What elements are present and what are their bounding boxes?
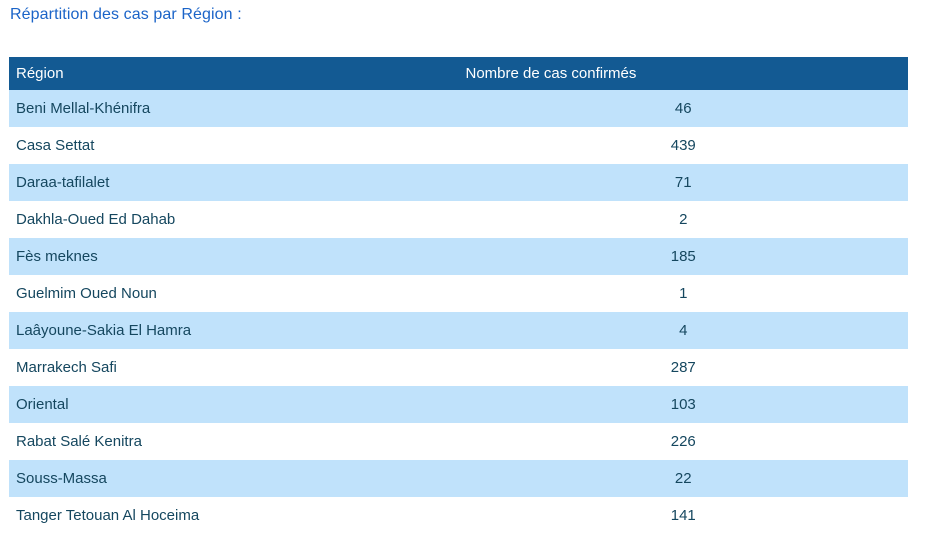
region-cell: Souss-Massa xyxy=(9,460,459,497)
cases-cell: 103 xyxy=(458,386,908,423)
table-row: Casa Settat 439 xyxy=(9,127,908,164)
cases-cell: 2 xyxy=(458,201,908,238)
table-row: Guelmim Oued Noun 1 xyxy=(9,275,908,312)
cases-cell: 185 xyxy=(458,238,908,275)
cases-cell: 4 xyxy=(458,312,908,349)
region-cell: Casa Settat xyxy=(9,127,459,164)
table-row: Rabat Salé Kenitra 226 xyxy=(9,423,908,460)
table-row: Oriental 103 xyxy=(9,386,908,423)
table-row: Laâyoune-Sakia El Hamra 4 xyxy=(9,312,908,349)
cases-cell: 439 xyxy=(458,127,908,164)
cases-cell: 1 xyxy=(458,275,908,312)
table-row: Marrakech Safi 287 xyxy=(9,349,908,386)
region-cell: Daraa-tafilalet xyxy=(9,164,459,201)
region-cell: Marrakech Safi xyxy=(9,349,459,386)
cases-cell: 287 xyxy=(458,349,908,386)
region-cell: Rabat Salé Kenitra xyxy=(9,423,459,460)
region-cell: Fès meknes xyxy=(9,238,459,275)
table-row: Fès meknes 185 xyxy=(9,238,908,275)
table-header-row: Région Nombre de cas confirmés xyxy=(9,57,908,90)
column-header-region: Région xyxy=(9,57,459,90)
region-cell: Guelmim Oued Noun xyxy=(9,275,459,312)
cases-cell: 22 xyxy=(458,460,908,497)
region-cell: Laâyoune-Sakia El Hamra xyxy=(9,312,459,349)
region-cell: Beni Mellal-Khénifra xyxy=(9,90,459,127)
column-header-cases: Nombre de cas confirmés xyxy=(458,57,908,90)
region-cell: Dakhla-Oued Ed Dahab xyxy=(9,201,459,238)
table-row: Tanger Tetouan Al Hoceima 141 xyxy=(9,497,908,534)
table-row: Souss-Massa 22 xyxy=(9,460,908,497)
region-cell: Tanger Tetouan Al Hoceima xyxy=(9,497,459,534)
table-row: Daraa-tafilalet 71 xyxy=(9,164,908,201)
cases-cell: 46 xyxy=(458,90,908,127)
cases-cell: 71 xyxy=(458,164,908,201)
cases-cell: 226 xyxy=(458,423,908,460)
table-row: Beni Mellal-Khénifra 46 xyxy=(9,90,908,127)
region-cell: Oriental xyxy=(9,386,459,423)
cases-by-region-table: Région Nombre de cas confirmés Beni Mell… xyxy=(9,57,908,534)
table-row: Dakhla-Oued Ed Dahab 2 xyxy=(9,201,908,238)
page-title: Répartition des cas par Région : xyxy=(10,6,242,23)
cases-cell: 141 xyxy=(458,497,908,534)
